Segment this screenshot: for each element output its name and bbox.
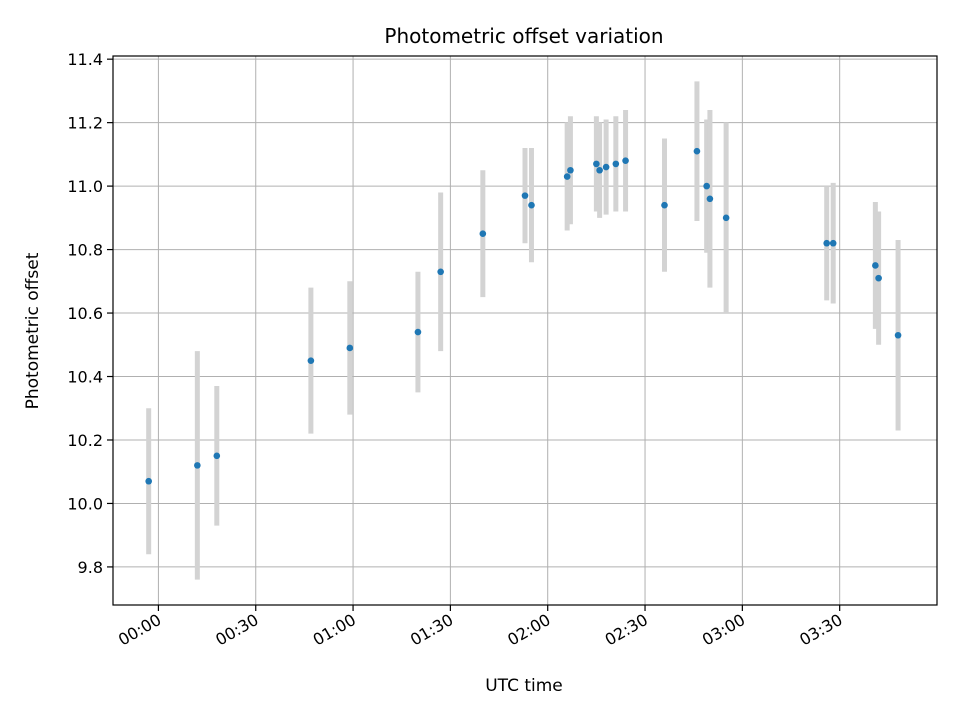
y-tick-label: 10.0	[67, 494, 103, 513]
data-point	[528, 201, 535, 209]
y-tick-label: 10.6	[67, 304, 103, 323]
data-point	[829, 239, 837, 247]
data-point	[213, 452, 221, 460]
data-point	[593, 160, 600, 168]
data-point	[823, 239, 831, 247]
y-tick-label: 10.2	[67, 431, 103, 450]
data-point	[437, 268, 444, 276]
data-point	[346, 344, 354, 352]
data-point	[703, 182, 710, 190]
data-point	[602, 163, 610, 171]
y-axis-label: Photometric offset	[23, 252, 43, 409]
grid-lines	[113, 56, 937, 605]
chart-title: Photometric offset variation	[384, 24, 663, 48]
data-point	[612, 160, 620, 168]
x-axis-label: UTC time	[485, 676, 563, 696]
data-point	[307, 357, 315, 364]
data-point	[875, 274, 882, 282]
data-point	[596, 166, 603, 174]
data-point	[479, 230, 487, 238]
data-point	[414, 328, 422, 336]
data-point	[706, 195, 714, 203]
data-point	[661, 201, 668, 209]
data-point	[521, 192, 529, 199]
data-point	[145, 477, 152, 485]
data-point	[194, 462, 201, 469]
y-tick-label: 11.4	[67, 50, 103, 69]
data-point	[693, 147, 701, 155]
plot-frame	[112, 55, 938, 606]
data-point	[894, 331, 902, 339]
data-point	[563, 173, 571, 180]
y-tick-label: 11.0	[67, 177, 103, 196]
data-point	[622, 157, 629, 165]
y-tick-label: 9.8	[78, 558, 103, 577]
data-points	[145, 147, 902, 485]
y-tick-label: 10.8	[67, 241, 103, 260]
y-tick-label: 11.2	[67, 114, 103, 133]
data-point	[567, 166, 574, 174]
y-tick-label: 10.4	[67, 368, 103, 387]
data-point	[872, 262, 879, 269]
data-point	[722, 214, 730, 222]
